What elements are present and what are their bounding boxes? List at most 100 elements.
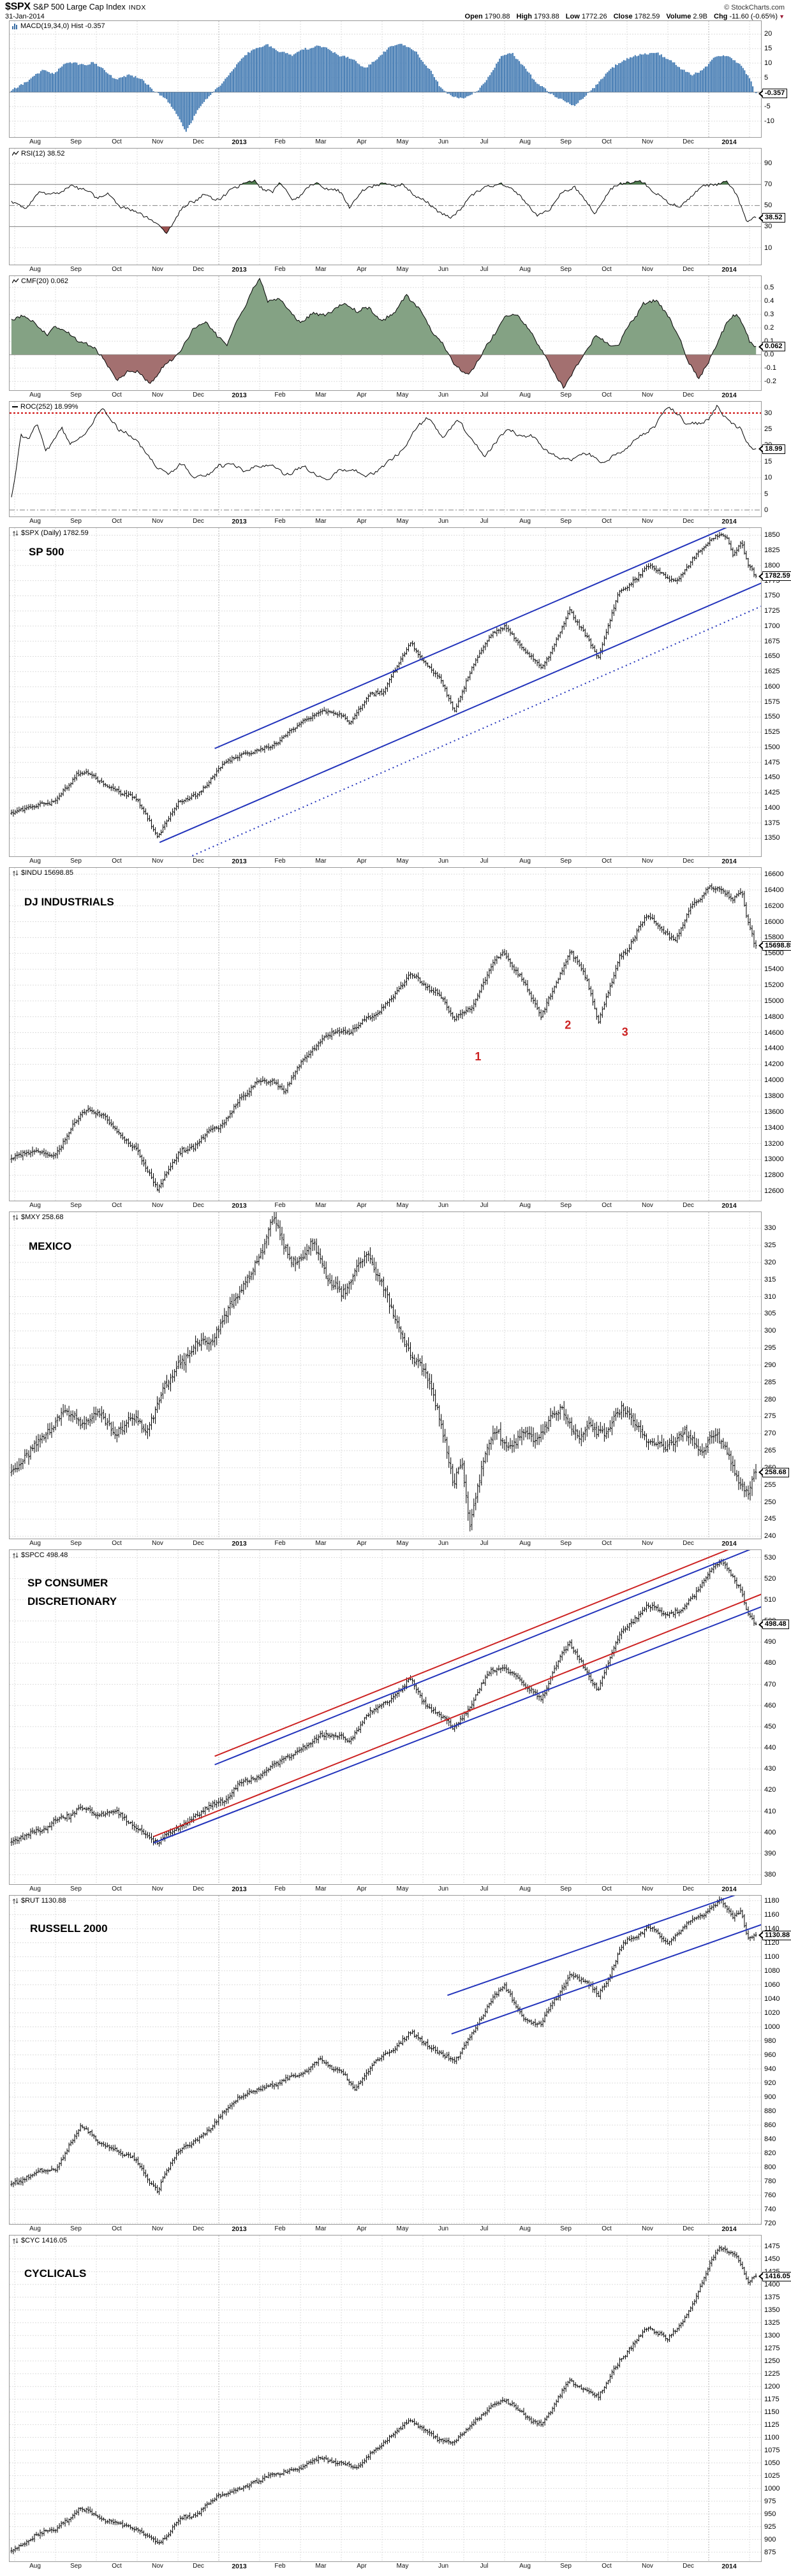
y-axis-tick: 1625 [764, 668, 780, 676]
y-axis-tick: 250 [764, 1498, 776, 1506]
quote-values: Open 1790.88 High 1793.88 Low 1772.26 Close… [459, 13, 785, 20]
indu-annotation-3: 3 [622, 1025, 628, 1038]
month-label: Feb [274, 1885, 286, 1892]
y-axis-tick: 1525 [764, 728, 780, 736]
month-label: Sep [70, 392, 82, 399]
chart-title-rut: RUSSELL 2000 [30, 1922, 108, 1935]
spcc-value-tag: 498.48 [758, 1620, 789, 1630]
month-label: Oct [112, 1540, 122, 1547]
month-label: Feb [274, 2225, 286, 2232]
month-label: Dec [683, 2225, 694, 2232]
month-label: Oct [112, 2563, 122, 2570]
rut-value-tag: 1130.88 [758, 1930, 791, 1940]
y-axis-tick: 880 [764, 2107, 776, 2115]
month-label: Nov [152, 858, 163, 865]
chart-title-indu: DJ INDUSTRIALS [24, 896, 114, 908]
y-axis-tick: 13600 [764, 1108, 784, 1116]
y-axis-tick: 860 [764, 2121, 776, 2129]
month-label: Nov [152, 1540, 163, 1547]
y-axis-tick: 1125 [764, 2420, 780, 2429]
y-axis-tick: 15 [764, 45, 773, 53]
spcc-ohlc-bars [10, 1558, 757, 1847]
y-axis-tick: 15800 [764, 933, 784, 942]
cyc-x-axis-months: Aug Sep Oct Nov Dec 2013 Feb Mar Apr May Jun Jul Aug… [10, 2562, 761, 2572]
month-label: Aug [519, 1540, 531, 1547]
spx-plot-svg [10, 528, 761, 856]
change-down-triangle-icon: ▼ [779, 13, 785, 20]
y-axis-tick: 15 [764, 457, 773, 465]
month-label: Nov [642, 858, 653, 865]
month-label: Mar [315, 858, 327, 865]
y-axis-tick: 1600 [764, 682, 780, 691]
y-axis-tick: 1800 [764, 561, 780, 569]
y-axis-tick: 530 [764, 1553, 776, 1562]
month-label: Dec [683, 266, 694, 273]
indu-legend-label: $INDU 15698.85 [21, 869, 73, 877]
month-label: Jul [480, 1202, 489, 1209]
macd-x-axis-months: Aug Sep Oct Nov Dec 2013 Feb Mar Apr May Jun Jul Aug… [10, 138, 761, 148]
y-axis-tick: 1400 [764, 2280, 780, 2288]
y-axis-tick: 13000 [764, 1155, 784, 1164]
month-label: Feb [274, 266, 286, 273]
spcc-trendline-3 [214, 1550, 751, 1766]
y-axis-tick: 0.4 [764, 296, 774, 305]
mxy-x-axis-months: Aug Sep Oct Nov Dec 2013 Feb Mar Apr May Jun Jul Aug… [10, 1539, 761, 1549]
month-label: 2014 [721, 1885, 737, 1893]
month-label: Aug [29, 1885, 41, 1892]
macd-value-tag: -0.357 [758, 89, 788, 99]
y-axis-tick: 1120 [764, 1938, 780, 1947]
y-axis-tick: 16000 [764, 918, 784, 926]
y-axis-tick: 14600 [764, 1028, 784, 1037]
y-axis-tick: 1025 [764, 2471, 780, 2480]
panel-roc: 302520151050ROC(252) 18.99%18.99 [9, 401, 785, 517]
cmf-value-tag: 0.062 [758, 342, 785, 352]
y-axis-tick: -0.1 [764, 364, 776, 372]
month-label: Aug [29, 518, 41, 525]
month-label: Aug [519, 2563, 531, 2570]
month-label: Aug [519, 858, 531, 865]
y-axis-tick: 1575 [764, 698, 780, 706]
roc-gridlines [10, 402, 761, 516]
y-axis-tick: 25 [764, 425, 773, 434]
month-label: Feb [274, 138, 286, 145]
y-axis-tick: 800 [764, 2163, 776, 2171]
y-axis-tick: 245 [764, 1515, 776, 1523]
updown-arrows-icon [12, 2237, 19, 2244]
y-axis-tick: 1000 [764, 2023, 780, 2031]
month-label: Dec [193, 1202, 204, 1209]
cmf-x-axis-months: Aug Sep Oct Nov Dec 2013 Feb Mar Apr May Jun Jul Aug… [10, 391, 761, 401]
month-label: 2013 [232, 266, 247, 274]
y-axis-tick: 5 [764, 73, 769, 82]
month-label: Aug [29, 392, 41, 399]
y-axis-tick: 1550 [764, 713, 780, 721]
month-label: Oct [112, 858, 122, 865]
month-label: 2013 [232, 2563, 247, 2570]
mxy-legend: $MXY 258.68 [12, 1213, 63, 1221]
spx-legend-label: $SPX (Daily) 1782.59 [21, 529, 89, 537]
spx-trendline-2 [214, 528, 727, 749]
y-axis-tick: 440 [764, 1744, 776, 1752]
y-axis-tick: 1750 [764, 592, 780, 600]
month-label: Mar [315, 1540, 327, 1547]
spcc-trendline-1 [153, 1606, 761, 1844]
quote-close: Close 1782.59 [613, 13, 660, 20]
month-label: 2013 [232, 518, 247, 525]
month-label: Dec [683, 392, 694, 399]
spcc-x-axis-months: Aug Sep Oct Nov Dec 2013 Feb Mar Apr May Jun Jul Aug… [10, 1885, 761, 1895]
y-axis-tick: 400 [764, 1828, 776, 1836]
y-axis-tick: 1060 [764, 1980, 780, 1989]
y-axis-tick: 50 [764, 201, 773, 210]
index-name: S&P 500 Large Cap Index [33, 3, 126, 11]
month-label: Oct [602, 138, 612, 145]
month-label: 2013 [232, 138, 247, 146]
month-label: May [396, 392, 409, 399]
month-label: Oct [602, 392, 612, 399]
month-label: Dec [193, 266, 204, 273]
cmf-area-positive [11, 278, 757, 355]
indu-annotation-1: 1 [475, 1050, 481, 1063]
rsi-value-tag: 38.52 [758, 213, 785, 223]
histogram-icon [12, 23, 18, 29]
month-label: Nov [642, 138, 653, 145]
y-axis-tick: 1700 [764, 622, 780, 630]
y-axis-tick: 14200 [764, 1060, 784, 1069]
